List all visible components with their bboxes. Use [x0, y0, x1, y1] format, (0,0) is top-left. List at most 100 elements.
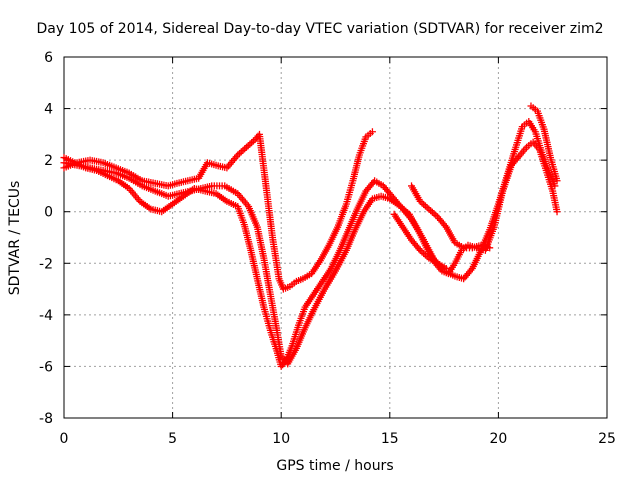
data-point-run	[245, 205, 260, 229]
data-point-run	[373, 178, 385, 189]
chart-title: Day 105 of 2014, Sidereal Day-to-day VTE…	[37, 21, 604, 37]
data-point	[553, 208, 561, 216]
data-point-run	[225, 198, 240, 210]
data-point-run	[302, 292, 317, 309]
data-point-run	[181, 186, 197, 199]
data-point-run	[418, 199, 431, 212]
series-track-c	[60, 138, 561, 370]
data-point-run	[513, 125, 526, 149]
data-point-run	[328, 248, 343, 270]
data-point-run	[295, 305, 308, 327]
data-point-run	[106, 173, 120, 184]
series-track-b	[60, 128, 376, 293]
data-point	[368, 128, 376, 136]
data-point-run	[349, 153, 363, 183]
data-point-run	[241, 223, 254, 252]
data-point-run	[361, 197, 375, 214]
y-tick-label: -2	[39, 256, 53, 272]
data-point-run	[446, 261, 458, 276]
data-point-run	[127, 170, 144, 183]
data-point-run	[409, 238, 423, 253]
data-point-run	[356, 135, 369, 157]
series-track-e	[390, 210, 450, 272]
data-point-run	[518, 145, 529, 157]
data-point-run	[547, 156, 560, 182]
data-point-run	[320, 266, 334, 283]
data-point-run	[127, 186, 142, 204]
data-point-run	[469, 248, 484, 270]
data-point-run	[529, 104, 539, 113]
data-point-run	[343, 179, 356, 206]
data-point-run	[244, 137, 257, 150]
data-point-run	[235, 145, 249, 157]
data-point-run	[166, 180, 179, 189]
data-point-run	[235, 192, 251, 209]
data-point-run	[95, 167, 109, 179]
data-point-run	[224, 153, 240, 170]
data-point-run	[302, 308, 317, 330]
data-point-run	[352, 210, 367, 232]
data-point-run	[73, 160, 88, 171]
data-point-run	[160, 201, 175, 214]
data-point-run	[214, 191, 229, 204]
data-point-run	[223, 183, 240, 196]
y-tick-label: 0	[44, 205, 53, 221]
data-point-run	[398, 204, 412, 217]
y-tick-label: -8	[39, 411, 53, 427]
y-axis-label: SDTVAR / TECUs	[7, 181, 23, 296]
data-point-run	[273, 329, 285, 358]
data-point-run	[317, 243, 332, 263]
data-point-run	[127, 175, 144, 189]
data-point-run	[267, 292, 280, 332]
data-point-run	[247, 249, 261, 281]
data-point-run	[282, 344, 295, 363]
data-point	[486, 244, 494, 252]
data-point-run	[289, 323, 302, 348]
data-point-run	[534, 109, 547, 131]
y-tick-label: 2	[44, 153, 53, 169]
data-point-run	[295, 276, 305, 284]
data-point-run	[531, 140, 542, 152]
data-point-run	[116, 178, 131, 191]
data-point-run	[114, 165, 131, 176]
data-point-run	[309, 259, 323, 276]
data-point-run	[499, 163, 515, 193]
data-point-run	[427, 255, 439, 266]
data-layer	[60, 102, 561, 370]
data-point-run	[269, 236, 283, 280]
data-point-run	[256, 133, 270, 188]
data-point-run	[418, 248, 431, 261]
x-tick-label: 5	[168, 431, 177, 447]
data-point-run	[452, 249, 464, 265]
x-tick-label: 10	[272, 431, 290, 447]
data-point-run	[536, 148, 549, 172]
data-point-run	[543, 169, 556, 193]
data-point-run	[453, 273, 465, 282]
data-point-run	[337, 228, 352, 252]
plot-frame	[63, 56, 608, 419]
data-point-run	[114, 170, 131, 181]
data-point-run	[479, 242, 492, 251]
data-point-run	[381, 184, 395, 199]
data-point-run	[288, 279, 298, 289]
series-track-d	[527, 102, 561, 185]
data-point	[442, 264, 450, 272]
data-point-run	[427, 207, 440, 219]
data-point-run	[279, 359, 288, 369]
data-point-run	[282, 283, 292, 292]
tick-layer: 0 5 10 15 20 25 -8 -6 -4 -2 0 2 4 6	[39, 50, 616, 447]
grid-layer	[64, 57, 607, 418]
data-point-run	[549, 189, 561, 213]
y-tick-label: -6	[39, 359, 53, 375]
data-point-run	[471, 242, 483, 251]
data-point-run	[440, 268, 450, 277]
data-point-run	[379, 193, 392, 202]
data-point-run	[170, 194, 186, 207]
data-point-run	[301, 271, 313, 281]
data-point-run	[491, 189, 506, 229]
data-point-run	[541, 127, 554, 159]
data-point-run	[175, 177, 190, 187]
x-tick-label: 15	[381, 431, 399, 447]
x-axis-label: GPS time / hours	[276, 458, 393, 474]
data-point-run	[260, 305, 274, 332]
